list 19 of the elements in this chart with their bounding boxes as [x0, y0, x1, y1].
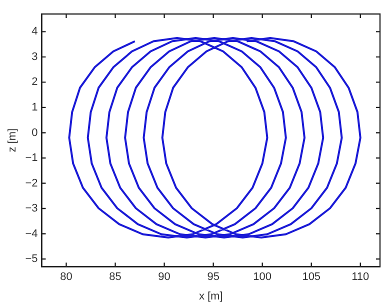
- x-tick-label: 100: [253, 271, 272, 284]
- x-tick-label: 90: [158, 271, 170, 284]
- y-tick-label: −2: [25, 177, 38, 190]
- x-tick-label: 80: [60, 271, 72, 284]
- x-tick-label: 105: [302, 271, 321, 284]
- y-tick-label: −3: [25, 202, 38, 215]
- y-tick-label: −1: [25, 152, 38, 164]
- y-tick-label: 4: [32, 26, 38, 38]
- y-tick-label: −4: [25, 228, 38, 240]
- x-axis-title: x [m]: [198, 290, 223, 302]
- y-tick-label: −5: [25, 253, 38, 266]
- x-tick-label: 85: [109, 271, 122, 284]
- y-tick-label: 3: [32, 50, 38, 63]
- y-tick-label: 0: [32, 126, 38, 139]
- y-tick-label: 1: [32, 101, 38, 114]
- x-tick-label: 95: [207, 271, 220, 284]
- x-tick-label: 110: [352, 271, 370, 284]
- y-tick-label: 2: [32, 76, 38, 88]
- y-axis-title: z [m]: [6, 128, 19, 152]
